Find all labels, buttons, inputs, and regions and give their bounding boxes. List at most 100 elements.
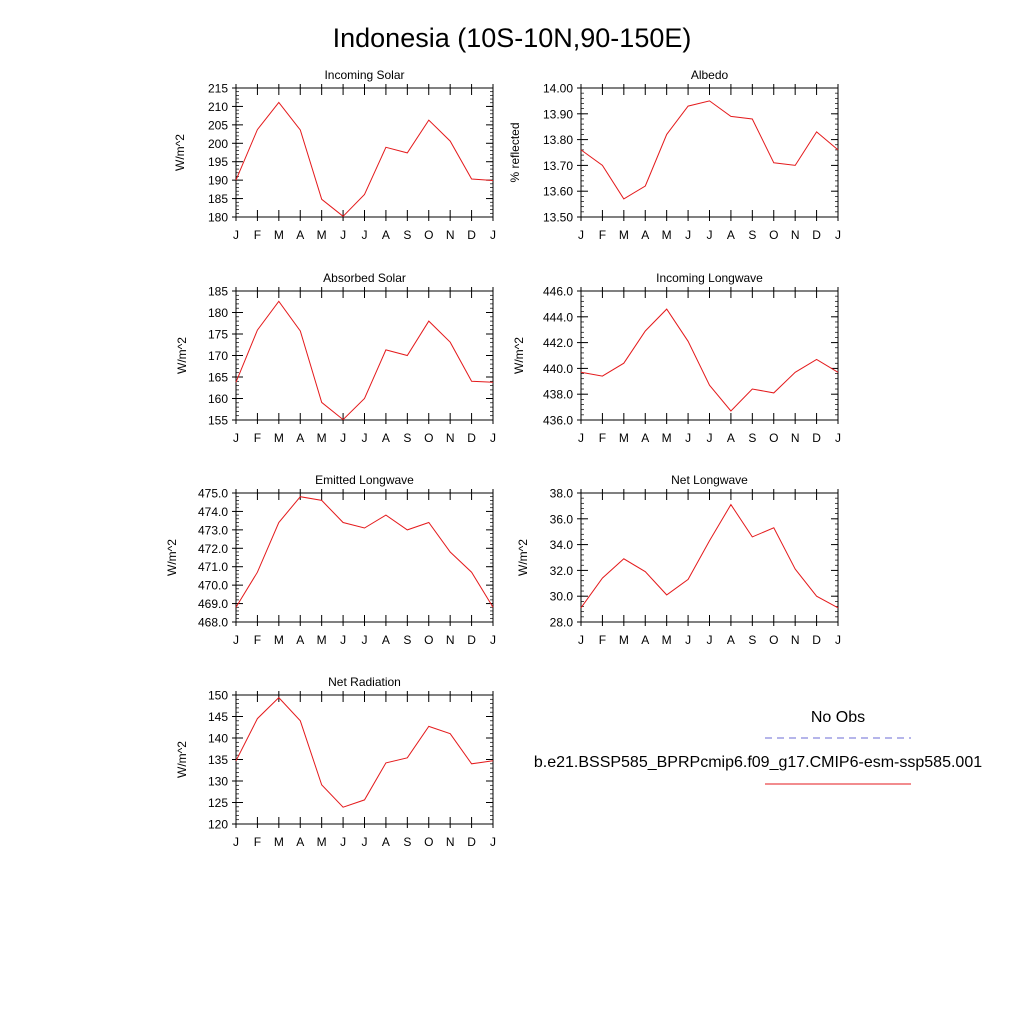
- x-tick-label: J: [490, 633, 496, 647]
- x-tick-label: S: [403, 431, 411, 445]
- x-tick-label: N: [446, 633, 455, 647]
- x-tick-label: A: [296, 835, 304, 849]
- x-tick-label: A: [641, 431, 649, 445]
- x-tick-label: D: [812, 431, 821, 445]
- x-tick-label: N: [446, 835, 455, 849]
- y-tick-label: 140: [208, 732, 228, 746]
- y-axis-label: W/m^2: [516, 539, 530, 576]
- y-tick-label: 150: [208, 689, 228, 703]
- x-tick-label: A: [641, 633, 649, 647]
- x-tick-label: D: [467, 633, 476, 647]
- y-tick-label: 185: [208, 192, 228, 206]
- x-tick-label: N: [791, 431, 800, 445]
- y-tick-label: 200: [208, 137, 228, 151]
- x-tick-label: A: [296, 431, 304, 445]
- x-tick-label: M: [317, 633, 327, 647]
- x-tick-label: J: [340, 228, 346, 242]
- y-tick-label: 474.0: [198, 505, 228, 519]
- x-tick-label: J: [340, 431, 346, 445]
- y-tick-label: 440.0: [543, 362, 573, 376]
- x-tick-label: A: [641, 228, 649, 242]
- x-tick-label: J: [362, 633, 368, 647]
- chart-panel: Absorbed Solar W/m^2 155 160 165 170 175 180 185…: [175, 271, 496, 445]
- legend-obs-label: No Obs: [811, 709, 865, 726]
- x-tick-label: J: [340, 835, 346, 849]
- x-tick-label: M: [662, 633, 672, 647]
- chart-title: Net Radiation: [328, 675, 401, 689]
- x-tick-label: D: [467, 835, 476, 849]
- series-line: [235, 300, 494, 421]
- y-axis-label: W/m^2: [512, 337, 526, 374]
- x-tick-label: N: [791, 633, 800, 647]
- x-tick-label: A: [727, 228, 735, 242]
- x-tick-label: J: [490, 431, 496, 445]
- y-tick-label: 446.0: [543, 285, 573, 299]
- x-tick-label: J: [490, 835, 496, 849]
- x-tick-label: O: [769, 633, 778, 647]
- x-tick-label: O: [424, 835, 433, 849]
- x-tick-label: F: [254, 228, 261, 242]
- x-tick-label: S: [748, 228, 756, 242]
- y-axis-label: W/m^2: [165, 539, 179, 576]
- y-tick-label: 195: [208, 155, 228, 169]
- x-tick-label: M: [274, 633, 284, 647]
- x-tick-label: S: [748, 431, 756, 445]
- chart-panel: Incoming Longwave W/m^2 436.0 438.0 440.0 442…: [512, 271, 841, 445]
- x-tick-label: J: [233, 431, 239, 445]
- y-tick-label: 471.0: [198, 560, 228, 574]
- y-tick-label: 13.70: [543, 159, 573, 173]
- x-tick-label: D: [467, 228, 476, 242]
- x-tick-label: M: [619, 431, 629, 445]
- x-tick-label: F: [254, 431, 261, 445]
- x-tick-label: J: [233, 633, 239, 647]
- x-tick-label: A: [382, 835, 390, 849]
- y-tick-label: 14.00: [543, 82, 573, 96]
- x-tick-label: J: [490, 228, 496, 242]
- y-tick-label: 475.0: [198, 487, 228, 501]
- y-tick-label: 170: [208, 349, 228, 363]
- x-tick-label: F: [599, 228, 606, 242]
- y-tick-label: 38.0: [550, 487, 574, 501]
- x-tick-label: J: [835, 633, 841, 647]
- x-tick-label: J: [685, 633, 691, 647]
- y-tick-label: 180: [208, 211, 228, 225]
- y-tick-label: 125: [208, 796, 228, 810]
- y-tick-label: 190: [208, 174, 228, 188]
- x-tick-label: A: [382, 431, 390, 445]
- y-tick-label: 135: [208, 753, 228, 767]
- x-tick-label: J: [233, 835, 239, 849]
- y-tick-label: 28.0: [550, 616, 574, 630]
- x-tick-label: A: [382, 228, 390, 242]
- plot-frame: [235, 290, 494, 421]
- chart-title: Incoming Solar: [324, 68, 404, 82]
- x-tick-label: D: [812, 228, 821, 242]
- x-tick-label: O: [424, 228, 433, 242]
- x-tick-label: M: [662, 431, 672, 445]
- legend: No Obs b.e21.BSSP585_BPRPcmip6.f09_g17.C…: [534, 709, 982, 785]
- y-tick-label: 165: [208, 371, 228, 385]
- series-line: [235, 496, 494, 608]
- x-tick-label: D: [467, 431, 476, 445]
- x-tick-label: M: [662, 228, 672, 242]
- series-line: [580, 308, 839, 412]
- chart-panel: Emitted Longwave W/m^2 468.0 469.0 470.0 471.…: [165, 473, 496, 647]
- chart-title: Incoming Longwave: [656, 271, 763, 285]
- x-tick-label: F: [599, 431, 606, 445]
- x-tick-label: J: [362, 431, 368, 445]
- y-tick-label: 175: [208, 328, 228, 342]
- x-tick-label: M: [274, 431, 284, 445]
- y-tick-label: 444.0: [543, 310, 573, 324]
- y-tick-label: 468.0: [198, 616, 228, 630]
- y-tick-label: 215: [208, 82, 228, 96]
- plot-frame: [580, 290, 839, 421]
- y-axis-label: W/m^2: [173, 134, 187, 171]
- y-tick-label: 34.0: [550, 538, 574, 552]
- y-tick-label: 472.0: [198, 542, 228, 556]
- y-tick-label: 13.60: [543, 185, 573, 199]
- chart-panel: Net Radiation W/m^2 120 125 130 135 140 145 150 J…: [175, 675, 496, 849]
- x-tick-label: O: [769, 228, 778, 242]
- x-tick-label: J: [578, 228, 584, 242]
- x-tick-label: A: [296, 633, 304, 647]
- x-tick-label: S: [403, 228, 411, 242]
